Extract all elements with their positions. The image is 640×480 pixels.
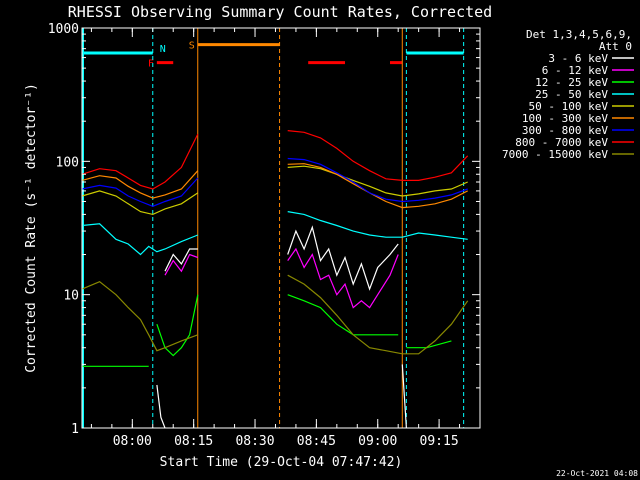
flag-label: N xyxy=(160,44,166,55)
y-axis-label: Corrected Count Rate (s⁻¹ detector⁻¹) xyxy=(24,83,39,373)
series-line xyxy=(81,223,199,256)
series-line xyxy=(156,294,199,357)
legend-entry: 12 - 25 keV xyxy=(535,76,608,89)
legend-header: Att 0 xyxy=(599,40,632,53)
y-tick-label: 10 xyxy=(63,289,79,304)
series-line xyxy=(164,253,199,276)
series-line xyxy=(81,177,199,207)
legend-entry: 6 - 12 keV xyxy=(542,64,609,77)
x-tick-label: 09:00 xyxy=(358,434,397,449)
y-tick-label: 100 xyxy=(56,155,79,170)
timestamp: 22-Oct-2021 04:08 xyxy=(556,469,638,478)
series-line xyxy=(81,190,199,216)
legend-entry: 50 - 100 keV xyxy=(529,100,609,113)
flag-label: S xyxy=(189,41,195,52)
series-line xyxy=(81,281,199,352)
series-line xyxy=(287,163,468,209)
x-tick-label: 09:15 xyxy=(420,434,459,449)
legend-entry: 25 - 50 keV xyxy=(535,88,608,101)
series-line xyxy=(287,274,469,355)
x-tick-label: 08:45 xyxy=(297,434,336,449)
legend-entry: 7000 - 15000 keV xyxy=(502,148,608,161)
x-axis-label: Start Time (29-Oct-04 07:47:42) xyxy=(160,455,403,470)
series-line xyxy=(287,211,468,240)
series-line xyxy=(401,364,407,429)
plot-frame xyxy=(81,27,481,429)
legend-entry: 800 - 7000 keV xyxy=(515,136,608,149)
x-tick-label: 08:30 xyxy=(235,434,274,449)
series-line xyxy=(287,165,468,197)
flag-bars: N S F xyxy=(82,41,464,70)
series-line xyxy=(81,170,199,199)
chart-title: RHESSI Observing Summary Count Rates, Co… xyxy=(68,3,492,21)
series-line xyxy=(287,225,399,291)
data-series xyxy=(81,130,469,429)
series-line xyxy=(156,384,166,429)
legend-header: Det 1,3,4,5,6,9, xyxy=(526,28,632,41)
series-line xyxy=(81,133,199,190)
legend-entry: 300 - 800 keV xyxy=(522,124,608,137)
y-tick-label: 1 xyxy=(71,422,79,437)
series-line xyxy=(287,247,399,309)
series-line xyxy=(287,294,399,336)
x-tick-label: 08:00 xyxy=(113,434,152,449)
series-line xyxy=(287,130,469,181)
series-line xyxy=(287,157,468,203)
x-tick-label: 08:15 xyxy=(174,434,213,449)
flag-label: F xyxy=(148,59,154,70)
series-line xyxy=(164,248,198,272)
legend-entry: 3 - 6 keV xyxy=(548,52,608,65)
axes: 1 10 100 1000 08:00 08:15 08:30 08:45 09:00 09:15 xyxy=(48,22,481,449)
flag-lines xyxy=(82,28,465,428)
y-tick-label: 1000 xyxy=(48,22,79,37)
legend-entry: 100 - 300 keV xyxy=(522,112,608,125)
